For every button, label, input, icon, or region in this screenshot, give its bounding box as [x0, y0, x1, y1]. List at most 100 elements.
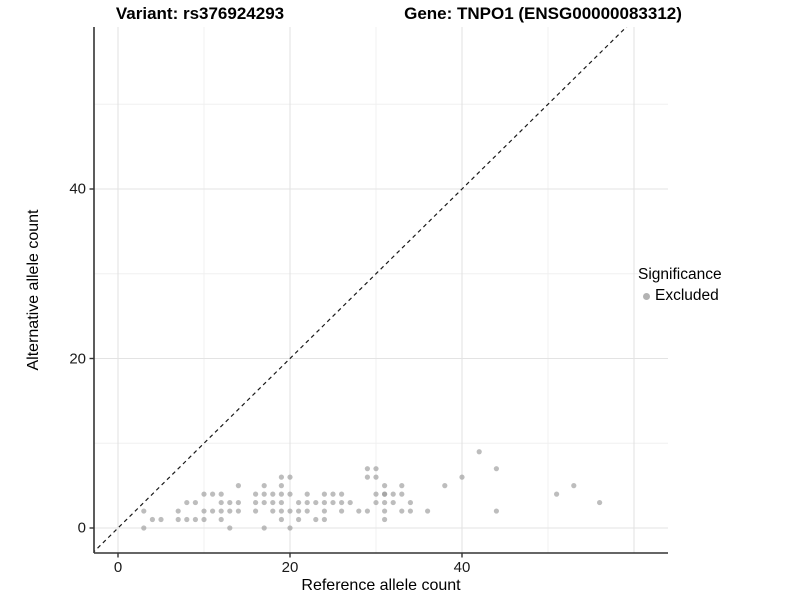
scatter-point [364, 508, 370, 514]
scatter-point [425, 508, 431, 514]
scatter-point [175, 508, 181, 514]
scatter-point [321, 499, 327, 506]
scatter-point [235, 508, 241, 514]
x-tick-label: 0 [113, 559, 123, 576]
scatter-point [227, 508, 233, 514]
scatter-point [390, 491, 396, 497]
scatter-point [201, 508, 207, 514]
scatter-point [253, 491, 259, 497]
legend-point-icon [643, 292, 650, 300]
scatter-point [141, 508, 147, 514]
scatter-point [382, 499, 388, 506]
scatter-point [158, 516, 164, 523]
scatter-point [227, 525, 233, 531]
scatter-point [364, 466, 370, 472]
scatter-point [210, 508, 216, 514]
scatter-point [184, 516, 190, 523]
scatter-point [382, 516, 388, 523]
scatter-point [304, 491, 310, 497]
legend-item-excluded: Excluded [638, 287, 722, 305]
scatter-point [356, 508, 362, 514]
scatter-point [278, 508, 284, 514]
identity-line [94, 27, 628, 553]
scatter-point [373, 474, 379, 480]
scatter-point [407, 499, 413, 506]
scatter-point [339, 499, 345, 506]
scatter-point [278, 499, 284, 506]
scatter-point [287, 508, 293, 514]
scatter-point [321, 508, 327, 514]
scatter-point [201, 516, 207, 523]
scatter-point [296, 508, 302, 514]
scatter-point [313, 516, 319, 523]
scatter-point [476, 449, 482, 455]
scatter-point [141, 525, 147, 531]
scatter-point [330, 491, 336, 497]
scatter-point [270, 499, 276, 506]
scatter-point [339, 491, 345, 497]
y-tick-label: 20 [69, 350, 86, 367]
scatter-point [571, 483, 577, 489]
scatter-point [261, 499, 267, 506]
scatter-point [261, 491, 267, 497]
scatter-point [399, 483, 405, 489]
y-tick-label: 40 [69, 180, 86, 198]
x-axis-title: Reference allele count [301, 577, 461, 594]
scatter-point [382, 508, 388, 514]
y-tick-label: 0 [77, 519, 86, 537]
scatter-point [330, 499, 336, 506]
scatter-point [493, 466, 499, 472]
scatter-point [192, 499, 198, 506]
legend-title: Significance [638, 266, 722, 283]
scatter-point [218, 516, 224, 523]
gene-title: Gene: TNPO1 (ENSG00000083312) [404, 4, 682, 23]
scatter-point [287, 491, 293, 497]
variant-title: Variant: rs376924293 [115, 4, 285, 23]
scatter-point [218, 499, 224, 506]
scatter-point [459, 474, 465, 480]
scatter-point [493, 508, 499, 514]
scatter-point [278, 474, 284, 480]
x-tick-label: 40 [453, 559, 471, 576]
scatter-point [313, 499, 319, 506]
scatter-point [261, 525, 267, 531]
scatter-point [321, 491, 327, 497]
scatter-point [597, 499, 603, 506]
scatter-point [235, 499, 241, 506]
scatter-point [235, 483, 241, 489]
legend: Significance Excluded [638, 266, 722, 305]
scatter-point [399, 491, 405, 497]
scatter-point [390, 499, 396, 506]
scatter-point [184, 499, 190, 506]
scatter-point [296, 516, 302, 523]
scatter-point [149, 516, 155, 523]
scatter-point [364, 474, 370, 480]
scatter-point [382, 483, 388, 489]
scatter-point [373, 466, 379, 472]
scatter-point [373, 491, 379, 497]
scatter-point [253, 499, 259, 506]
scatter-point [554, 491, 560, 497]
scatter-point [192, 516, 198, 523]
x-tick-label: 20 [281, 559, 299, 576]
scatter-point [278, 516, 284, 523]
scatter-point [287, 474, 293, 480]
scatter-point [201, 491, 207, 497]
scatter-point [304, 508, 310, 514]
scatter-point [347, 499, 353, 506]
scatter-point [278, 491, 284, 497]
scatter-point [278, 483, 284, 489]
scatter-point [261, 483, 267, 489]
scatter-point [227, 499, 233, 506]
scatter-point [218, 508, 224, 514]
scatter-point [210, 491, 216, 497]
legend-item-label: Excluded [655, 287, 719, 304]
scatter-point [218, 491, 224, 497]
scatter-point [270, 491, 276, 497]
scatter-point [382, 491, 388, 497]
scatter-point [296, 499, 302, 506]
scatter-point [175, 516, 181, 523]
scatter-point [304, 499, 310, 506]
scatter-point [407, 508, 413, 514]
